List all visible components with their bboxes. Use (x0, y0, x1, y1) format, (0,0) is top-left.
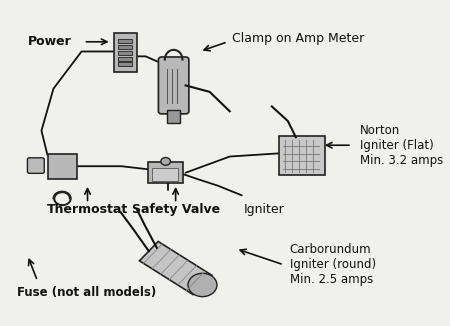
FancyBboxPatch shape (167, 110, 180, 123)
FancyBboxPatch shape (118, 57, 132, 61)
Text: Igniter: Igniter (243, 203, 284, 216)
Text: Fuse (not all models): Fuse (not all models) (18, 286, 157, 299)
FancyBboxPatch shape (153, 168, 178, 181)
Text: Norton
Igniter (Flat)
Min. 3.2 amps: Norton Igniter (Flat) Min. 3.2 amps (360, 124, 443, 167)
Text: Clamp on Amp Meter: Clamp on Amp Meter (232, 32, 364, 45)
Circle shape (188, 273, 217, 297)
FancyBboxPatch shape (114, 33, 137, 72)
Text: Thermostat: Thermostat (47, 203, 128, 216)
FancyBboxPatch shape (158, 57, 189, 114)
FancyBboxPatch shape (279, 136, 325, 175)
Circle shape (161, 157, 171, 165)
FancyBboxPatch shape (48, 154, 77, 179)
FancyBboxPatch shape (118, 39, 132, 43)
FancyBboxPatch shape (118, 45, 132, 49)
Polygon shape (140, 242, 212, 295)
Text: Power: Power (28, 35, 72, 48)
FancyBboxPatch shape (148, 162, 183, 183)
Text: Carborundum
Igniter (round)
Min. 2.5 amps: Carborundum Igniter (round) Min. 2.5 amp… (290, 243, 376, 286)
Text: Safety Valve: Safety Valve (131, 203, 220, 216)
FancyBboxPatch shape (118, 63, 132, 67)
FancyBboxPatch shape (27, 158, 44, 173)
FancyBboxPatch shape (118, 51, 132, 55)
